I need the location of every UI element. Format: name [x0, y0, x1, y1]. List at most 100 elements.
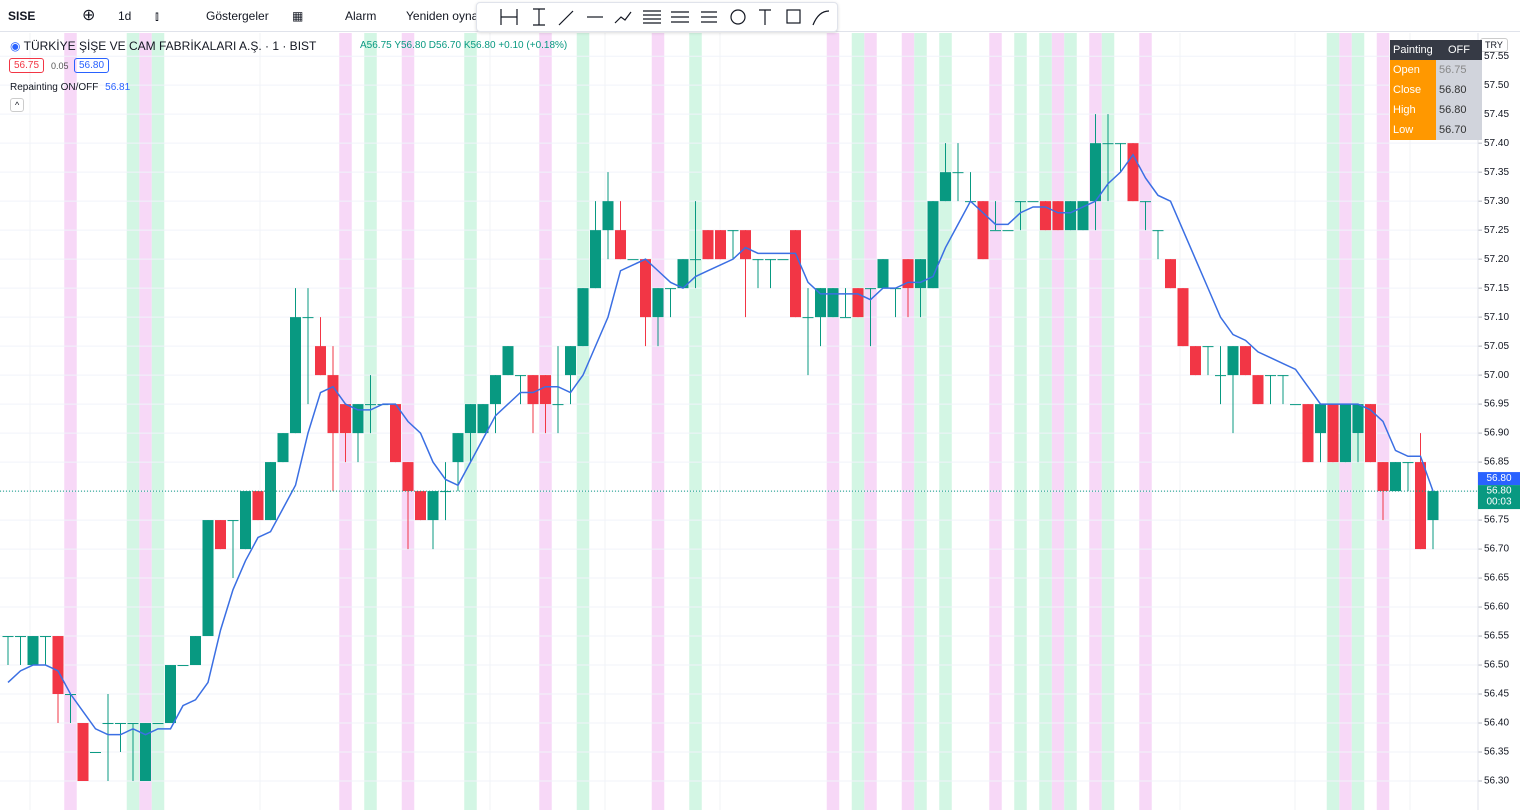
tool[interactable] — [533, 8, 545, 26]
candle-body — [390, 404, 401, 463]
candle-body — [577, 288, 589, 347]
symbol[interactable]: SISE — [8, 9, 36, 23]
currency[interactable]: TRY — [1480, 38, 1508, 52]
tool[interactable] — [759, 9, 771, 25]
candle-body — [415, 491, 426, 521]
y-tick-label: 56.90 — [1484, 428, 1509, 439]
tool[interactable] — [500, 9, 518, 25]
candle-body — [1065, 201, 1076, 231]
candle-body — [1390, 462, 1401, 492]
y-tick-label: 56.75 — [1484, 515, 1509, 526]
candle-body — [940, 172, 951, 202]
price-label: 56.80 — [1486, 486, 1511, 497]
candle-body — [1415, 462, 1426, 550]
countdown: 00:03 — [1486, 497, 1511, 508]
candle-body — [290, 317, 301, 434]
y-tick-label: 57.30 — [1484, 196, 1509, 207]
interval[interactable]: 1d — [118, 9, 132, 23]
replay[interactable]: Yeniden oynat — [406, 9, 482, 23]
icon: ◉ — [10, 39, 21, 53]
candle-body — [40, 636, 51, 638]
tool[interactable] — [812, 10, 830, 26]
tool[interactable] — [671, 11, 689, 23]
label: Open — [1390, 60, 1436, 80]
candle-body — [2, 636, 14, 638]
highlight-band — [826, 33, 840, 810]
candle-body — [1152, 230, 1164, 232]
candle-body — [1352, 404, 1364, 434]
y-tick-label: 57.40 — [1484, 138, 1509, 149]
tool[interactable] — [701, 11, 717, 23]
candle-body — [1127, 143, 1139, 202]
candle-body — [902, 259, 914, 289]
candle-body — [1402, 462, 1414, 464]
ohlc: A56.75 Y56.80 D56.70 K56.80 +0.10 (+0.18… — [360, 40, 567, 51]
price-label-box — [1478, 472, 1520, 486]
candle-body — [352, 404, 364, 434]
candle-body — [702, 230, 714, 260]
tool[interactable] — [730, 9, 746, 25]
value: 56.75 — [1436, 60, 1482, 80]
candle-body — [765, 259, 776, 261]
candle-body — [852, 288, 864, 318]
ma-line — [7, 153, 1434, 736]
candle-body — [490, 375, 501, 405]
candle-body — [1290, 404, 1301, 406]
candle-body — [502, 346, 514, 376]
candle-body — [102, 723, 114, 725]
tool[interactable] — [614, 11, 632, 24]
collapse-button[interactable]: ^ — [10, 98, 25, 112]
candle-body — [1215, 375, 1226, 377]
y-tick-label: 57.35 — [1484, 167, 1509, 178]
open: A56.75 — [360, 40, 392, 51]
candle-body — [715, 230, 726, 260]
candle-body — [452, 433, 464, 463]
candle-body — [1115, 143, 1126, 145]
candle-body — [1090, 143, 1101, 202]
ask[interactable]: 56.80 — [74, 58, 110, 73]
tool[interactable] — [643, 10, 661, 24]
y-tick-label: 56.70 — [1484, 544, 1509, 555]
indicator-value: 56.81 — [105, 82, 131, 93]
candle-body — [1190, 346, 1201, 376]
highlight-band — [901, 33, 915, 810]
candle-body — [1027, 201, 1039, 203]
label: High — [1390, 100, 1436, 120]
header: Painting — [1390, 40, 1436, 60]
y-tick-label: 57.25 — [1484, 225, 1509, 236]
candle-body — [1340, 404, 1351, 463]
candle-body — [927, 201, 939, 289]
y-tick-label: 56.35 — [1484, 747, 1509, 758]
highlight-band — [576, 33, 590, 810]
candle-body — [227, 520, 239, 522]
chart-type[interactable]: ⫾ — [155, 9, 159, 23]
header: OFF — [1436, 40, 1482, 60]
candle-body — [1102, 143, 1114, 145]
tool[interactable] — [558, 10, 574, 26]
bid[interactable]: 56.75 — [9, 58, 45, 73]
add-symbol[interactable]: ⊕ — [82, 7, 96, 24]
candle-body — [727, 230, 739, 232]
highlight-band — [989, 33, 1002, 810]
candle-body — [165, 665, 176, 724]
highlight-band — [64, 33, 77, 810]
candle-body — [190, 636, 201, 666]
layouts[interactable]: ▦ — [292, 9, 304, 23]
candle-body — [302, 317, 314, 319]
candle-body — [1265, 375, 1276, 377]
candle-body — [1240, 346, 1251, 376]
candle-body — [340, 404, 351, 434]
alert[interactable]: Alarm — [345, 9, 377, 23]
indicators[interactable]: Göstergeler — [206, 9, 269, 23]
y-tick-label: 57.05 — [1484, 341, 1509, 352]
candle-body — [152, 723, 164, 725]
y-tick-label: 57.15 — [1484, 283, 1509, 294]
highlight-band — [864, 33, 877, 810]
tool[interactable] — [786, 9, 801, 24]
candle-body — [565, 346, 576, 376]
y-tick-label: 56.65 — [1484, 573, 1509, 584]
symbol-name: TÜRKİYE ŞİŞE VE CAM FABRİKALARI A.Ş. · 1… — [23, 39, 317, 53]
candle-body — [77, 723, 89, 782]
candle-body — [315, 346, 326, 376]
y-tick-label: 56.55 — [1484, 631, 1509, 642]
